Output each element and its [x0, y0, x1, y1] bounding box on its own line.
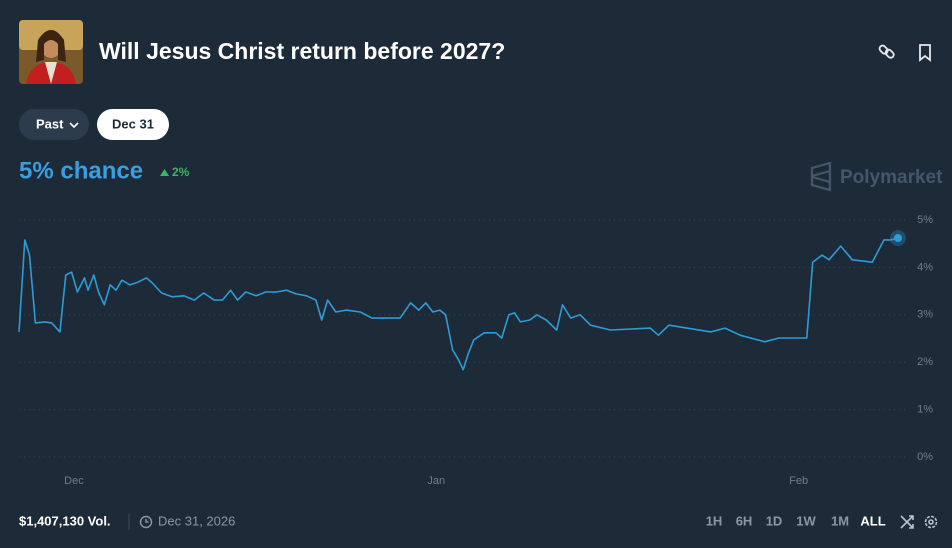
bookmark-button[interactable] — [919, 44, 931, 62]
past-label[interactable]: Past — [36, 116, 64, 131]
shuffle-button[interactable] — [900, 515, 914, 529]
y-tick-label: 4% — [917, 261, 933, 273]
market-title: Will Jesus Christ return before 2027? — [99, 38, 505, 64]
chance-change: 2% — [172, 165, 190, 179]
volume: $1,407,130 Vol. — [19, 513, 111, 528]
brand-name: Polymarket — [840, 167, 943, 188]
y-tick-label: 2% — [917, 356, 933, 368]
y-tick-label: 1% — [917, 404, 933, 416]
x-tick-label: Feb — [789, 475, 808, 487]
x-tick-label: Jan — [427, 475, 445, 487]
date-label[interactable]: Dec 31 — [112, 116, 154, 131]
y-tick-label: 5% — [917, 214, 933, 226]
range-option[interactable]: ALL — [860, 513, 885, 528]
avatar — [19, 20, 83, 84]
range-option[interactable]: 1H — [706, 513, 723, 528]
range-option[interactable]: 1M — [831, 513, 849, 528]
clock-icon — [139, 515, 153, 529]
settings-button[interactable] — [924, 515, 938, 529]
range-selector: 1H 6H 1D 1W 1M ALL — [706, 513, 886, 528]
y-tick-label: 0% — [917, 451, 933, 463]
range-option[interactable]: 6H — [736, 513, 753, 528]
price-chart: 0% 1% 2% 3% 4% 5% Dec Jan Feb — [18, 214, 933, 487]
y-tick-label: 3% — [917, 309, 933, 321]
end-date: Dec 31, 2026 — [158, 513, 235, 528]
up-arrow — [160, 169, 169, 176]
date-filter[interactable]: Dec 31 — [97, 109, 169, 140]
link-button[interactable] — [878, 44, 895, 59]
brand-logo — [810, 161, 832, 192]
end-point — [893, 234, 902, 243]
range-option[interactable]: 1W — [796, 513, 816, 528]
chance-label: 5% chance — [19, 157, 143, 184]
price-line — [18, 237, 899, 371]
x-tick-label: Dec — [64, 475, 84, 487]
past-filter[interactable]: Past — [19, 109, 89, 140]
range-option[interactable]: 1D — [766, 513, 783, 528]
